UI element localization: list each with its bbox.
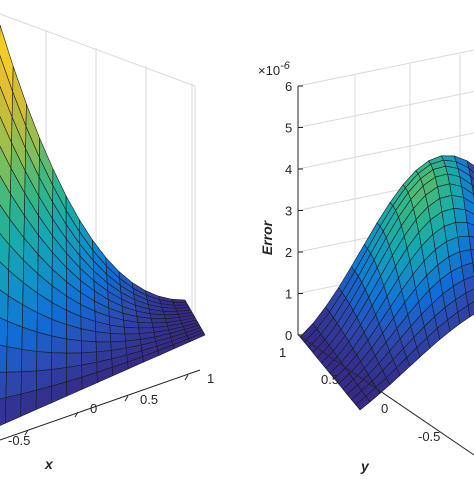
left-surface-patch (36, 386, 51, 410)
right-z-axis-label: Error (259, 219, 275, 255)
left-surface-patch (52, 336, 67, 353)
z-scale-base: ×10 (258, 63, 280, 78)
left-grid-line (0, 14, 195, 86)
left-surface-plot: -0.5 0 0.5 1 x (0, 14, 214, 472)
left-x-tick (185, 375, 188, 380)
left-surface-patch (138, 322, 153, 328)
z-scale-exponent: -6 (280, 60, 291, 72)
right-y-tick-label: 1 (279, 345, 286, 360)
right-surface-plot: ×10-6 0 1 2 3 4 5 6 Error 1 0.5 0 -0.5 y (258, 50, 474, 474)
left-surface-patch (22, 350, 37, 372)
left-surface-patch (0, 343, 7, 372)
left-surface (0, 25, 205, 430)
left-surface-patch (21, 390, 37, 416)
left-surface-patch (96, 332, 111, 342)
right-z-tick-labels: 0 1 2 3 4 5 6 (285, 79, 292, 343)
right-y-axis-label: y (360, 458, 370, 474)
left-surface-patch (52, 353, 67, 370)
left-surface-patch (0, 372, 7, 401)
right-z-tick-label: 2 (285, 245, 292, 260)
left-surface-patch (162, 307, 177, 311)
left-surface-patch (81, 341, 96, 353)
left-surface-patch (37, 352, 52, 371)
right-z-tick-label: 3 (285, 204, 292, 219)
right-y-tick-label: 0.5 (321, 372, 339, 387)
left-x-tick-label: -0.5 (8, 433, 30, 448)
left-surface-patch (5, 394, 21, 423)
left-x-tick-label: 1 (207, 371, 214, 386)
right-surface-patch (454, 208, 467, 222)
left-surface-patch (0, 398, 6, 430)
right-z-tick-label: 1 (285, 287, 292, 302)
left-x-axis-label: x (44, 456, 54, 472)
left-x-tick-label: 0 (90, 401, 97, 416)
left-surface-patch (37, 332, 52, 353)
right-surface-patch (456, 222, 469, 237)
right-z-tick-label: 4 (285, 162, 292, 177)
right-y-tick-label: -0.5 (418, 429, 440, 444)
left-surface-patch (7, 347, 22, 373)
right-z-tick-label: 6 (285, 79, 292, 94)
left-surface-patch (67, 339, 82, 353)
left-x-tick (125, 396, 128, 401)
right-y-tick-label: 0 (381, 401, 388, 416)
left-surface-patch (6, 372, 22, 398)
right-surface-patch (458, 236, 471, 252)
right-grid-line (298, 92, 474, 128)
right-z-tick-label: 5 (285, 121, 292, 136)
left-surface-patch (150, 314, 165, 319)
left-surface-patch (110, 333, 125, 342)
left-surface-patch (124, 327, 139, 334)
right-z-scale-label: ×10-6 (258, 60, 291, 78)
right-z-tick-label: 0 (285, 328, 292, 343)
left-x-tick-label: 0.5 (140, 392, 158, 407)
right-grid-line (298, 50, 474, 86)
